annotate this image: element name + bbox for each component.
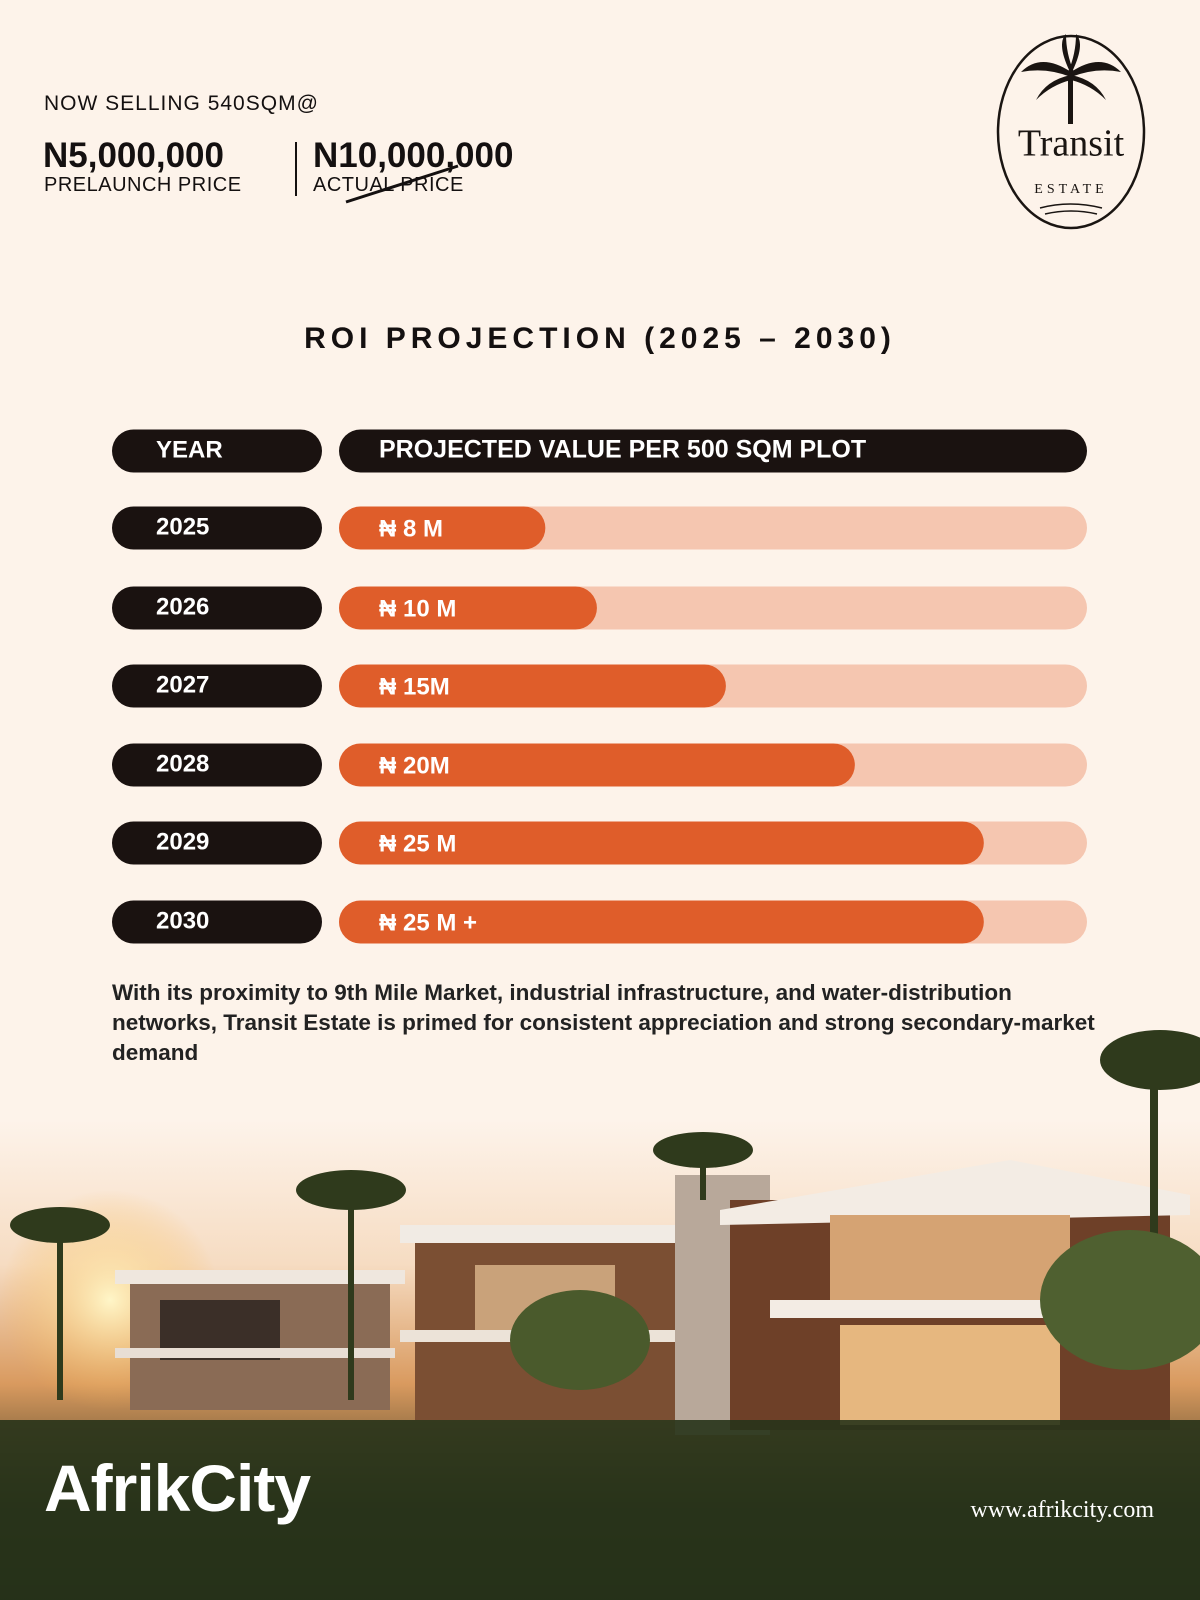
lawn — [0, 1420, 1200, 1600]
year-pill — [112, 900, 322, 944]
value-label: ₦ 25 M + — [379, 909, 477, 936]
category-label: 2030 — [156, 907, 209, 934]
value-label: ₦ 20M — [379, 752, 450, 779]
eyebrow: NOW SELLING 540SQM@ — [44, 92, 319, 115]
header-pill — [339, 429, 1087, 473]
year-pill — [112, 821, 322, 865]
category-label: 2025 — [156, 513, 209, 540]
category-label: 2026 — [156, 593, 209, 620]
bar — [339, 900, 984, 944]
old-price-label: ACTUAL PRICE — [313, 174, 464, 196]
value-header: PROJECTED VALUE PER 500 SQM PLOT — [379, 436, 866, 464]
year-pill — [112, 743, 322, 787]
old-price: N10,000,000 — [313, 136, 514, 175]
category-label: 2028 — [156, 750, 209, 777]
bar — [339, 586, 597, 630]
year-pill — [112, 506, 322, 550]
value-label: ₦ 10 M — [379, 595, 456, 622]
year-pill — [112, 586, 322, 630]
bar — [339, 743, 855, 787]
logo-name: Transit — [1018, 123, 1125, 165]
strikethrough — [345, 164, 459, 204]
bar — [339, 664, 726, 708]
url: www.afrikcity.com — [970, 1497, 1155, 1523]
value-label: ₦ 15M — [379, 673, 450, 700]
value-label: ₦ 8 M — [379, 515, 443, 542]
category-header: YEAR — [156, 436, 223, 463]
bar — [339, 821, 984, 865]
shrub — [510, 1290, 650, 1390]
category-label: 2029 — [156, 828, 209, 855]
category-label: 2027 — [156, 671, 209, 698]
shrub — [1040, 1230, 1200, 1370]
house-left — [115, 1270, 405, 1410]
palms — [10, 1030, 1200, 1400]
value-label: ₦ 25 M — [379, 830, 456, 857]
logo-sub: ESTATE — [1034, 182, 1107, 197]
house-right — [720, 1160, 1190, 1430]
brand: AfrikCity — [44, 1451, 311, 1525]
bar — [339, 506, 546, 550]
price: N5,000,000 — [43, 136, 224, 175]
description: With its proximity to 9th Mile Market, i… — [112, 980, 1095, 1065]
logo: Transit ESTATE — [996, 34, 1146, 230]
header-pill — [112, 429, 322, 473]
price-label: PRELAUNCH PRICE — [44, 174, 242, 196]
chart-title: ROI PROJECTION (2025 – 2030) — [304, 322, 896, 355]
year-pill — [112, 664, 322, 708]
